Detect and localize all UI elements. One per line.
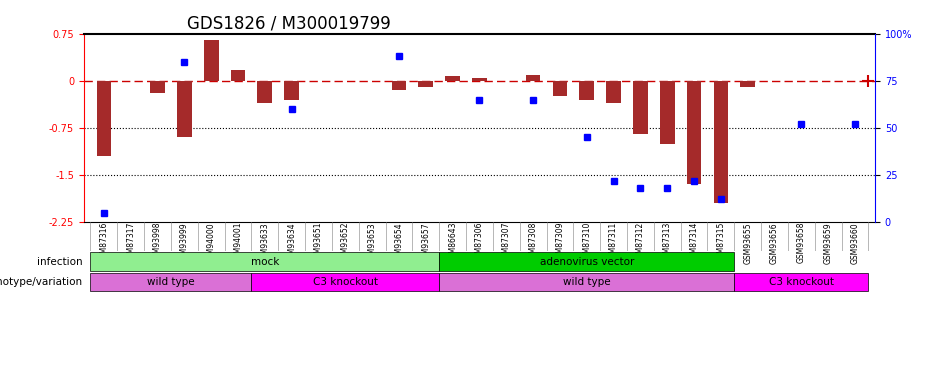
Bar (713, 81, 728, 203)
Text: GSM87306: GSM87306 (475, 222, 484, 263)
Text: GSM87307: GSM87307 (502, 222, 511, 263)
Text: wild type: wild type (563, 277, 611, 287)
Bar (687, 81, 701, 184)
Text: GSM93633: GSM93633 (261, 222, 269, 264)
Text: adenovirus vector: adenovirus vector (540, 256, 634, 267)
Bar (392, 81, 406, 90)
Bar (150, 81, 165, 93)
Text: GSM93653: GSM93653 (368, 222, 377, 264)
Text: wild type: wild type (147, 277, 195, 287)
Bar (660, 81, 675, 144)
Text: GSM93658: GSM93658 (797, 222, 806, 263)
Text: genotype/variation: genotype/variation (0, 277, 83, 287)
Text: GSM94001: GSM94001 (234, 222, 243, 263)
Text: GSM93659: GSM93659 (824, 222, 832, 264)
FancyBboxPatch shape (439, 252, 735, 271)
Text: GSM87310: GSM87310 (582, 222, 591, 263)
Bar (97, 81, 112, 156)
Text: GSM94000: GSM94000 (207, 222, 216, 264)
Bar (177, 81, 192, 137)
Text: infection: infection (37, 256, 83, 267)
Text: GSM87312: GSM87312 (636, 222, 645, 263)
Text: GSM93651: GSM93651 (314, 222, 323, 263)
Text: GSM93654: GSM93654 (395, 222, 403, 264)
Text: GSM93998: GSM93998 (153, 222, 162, 263)
Bar (418, 81, 433, 87)
Text: mock: mock (250, 256, 279, 267)
Bar (204, 40, 219, 81)
Text: GSM93660: GSM93660 (851, 222, 859, 264)
FancyBboxPatch shape (90, 273, 251, 291)
Text: GDS1826 / M300019799: GDS1826 / M300019799 (186, 14, 390, 32)
Text: GSM93634: GSM93634 (287, 222, 296, 264)
Text: GSM87313: GSM87313 (663, 222, 672, 263)
Bar (606, 81, 621, 103)
Text: GSM93655: GSM93655 (743, 222, 752, 264)
Text: GSM93652: GSM93652 (341, 222, 350, 263)
Bar (579, 81, 594, 100)
Text: GSM93657: GSM93657 (422, 222, 430, 264)
Bar (284, 81, 299, 100)
FancyBboxPatch shape (251, 273, 439, 291)
Bar (526, 75, 541, 81)
Bar (445, 76, 460, 81)
FancyBboxPatch shape (735, 273, 869, 291)
FancyBboxPatch shape (439, 273, 735, 291)
FancyBboxPatch shape (90, 252, 439, 271)
Text: GSM87317: GSM87317 (127, 222, 135, 263)
Text: GSM87311: GSM87311 (609, 222, 618, 263)
Bar (258, 81, 272, 103)
Bar (472, 78, 487, 81)
Text: GSM87308: GSM87308 (529, 222, 537, 263)
Text: C3 knockout: C3 knockout (769, 277, 834, 287)
Text: GSM87316: GSM87316 (100, 222, 108, 263)
Bar (553, 81, 567, 96)
Text: C3 knockout: C3 knockout (313, 277, 378, 287)
Bar (740, 81, 755, 87)
Bar (633, 81, 648, 134)
Text: GSM87315: GSM87315 (716, 222, 725, 263)
Text: GSM86643: GSM86643 (448, 222, 457, 263)
Bar (231, 69, 246, 81)
Text: GSM93656: GSM93656 (770, 222, 779, 264)
Text: GSM87314: GSM87314 (690, 222, 698, 263)
Text: GSM93999: GSM93999 (180, 222, 189, 264)
Text: GSM87309: GSM87309 (556, 222, 564, 263)
